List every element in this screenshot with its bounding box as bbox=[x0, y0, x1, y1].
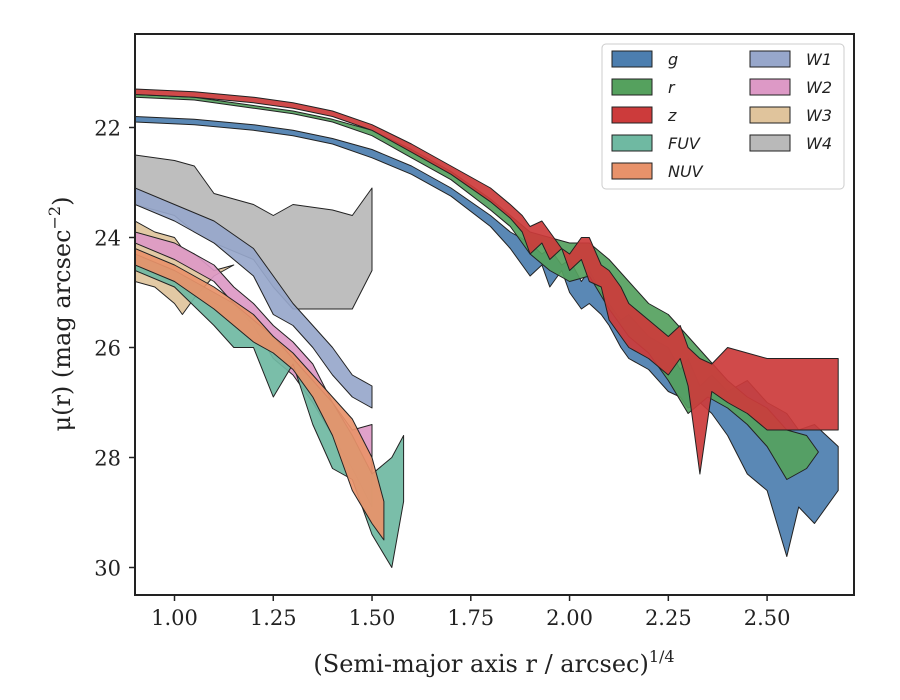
legend-label-z: z bbox=[667, 106, 677, 125]
y-axis-label-suffix: ) bbox=[48, 197, 76, 206]
y-tick-label: 22 bbox=[94, 117, 121, 141]
legend-label-w3: W3 bbox=[806, 106, 832, 125]
legend-swatch-g bbox=[611, 50, 653, 68]
y-tick-label: 28 bbox=[94, 447, 121, 471]
y-axis-label-text: μ(r) (mag arcsec bbox=[48, 229, 76, 431]
plot-frame bbox=[134, 33, 855, 596]
y-tick-label: 24 bbox=[94, 227, 121, 251]
x-axis-label: (Semi-major axis r / arcsec)1/4 bbox=[313, 647, 674, 678]
x-axis-ticks: 1.00 1.25 1.50 1.75 2.00 2.25 2.50 bbox=[151, 595, 790, 630]
x-tick-label: 2.25 bbox=[645, 606, 692, 630]
x-tick-label: 2.50 bbox=[744, 606, 791, 630]
legend-label-nuv: NUV bbox=[668, 162, 704, 181]
legend-swatch-w3 bbox=[749, 106, 791, 124]
legend-swatch-z bbox=[611, 106, 653, 124]
legend-swatch-w1 bbox=[749, 50, 791, 68]
y-tick-label: 26 bbox=[94, 337, 121, 361]
x-tick-label: 1.50 bbox=[349, 606, 396, 630]
x-tick-label: 2.00 bbox=[546, 606, 593, 630]
y-tick-label: 30 bbox=[94, 557, 121, 581]
x-axis-label-superscript: 1/4 bbox=[649, 647, 675, 666]
legend-swatch-fuv bbox=[611, 134, 653, 152]
y-axis-label-superscript: −2 bbox=[45, 206, 64, 230]
x-tick-label: 1.25 bbox=[250, 606, 297, 630]
legend-label-w2: W2 bbox=[806, 78, 832, 97]
legend-label-w4: W4 bbox=[806, 134, 832, 153]
legend-swatch-nuv bbox=[611, 162, 653, 180]
legend-label-g: g bbox=[668, 50, 678, 69]
legend-swatch-w2 bbox=[749, 78, 791, 96]
series-bands bbox=[135, 88, 839, 568]
legend-label-fuv: FUV bbox=[668, 134, 701, 153]
legend-swatch-r bbox=[611, 78, 653, 96]
x-axis-label-text: (Semi-major axis r / arcsec) bbox=[313, 650, 648, 678]
band-w1 bbox=[135, 187, 373, 409]
x-tick-label: 1.00 bbox=[151, 606, 198, 630]
y-axis-label: μ(r) (mag arcsec−2) bbox=[45, 197, 76, 432]
y-axis-ticks: 22 24 26 28 30 bbox=[94, 117, 135, 581]
legend-label-r: r bbox=[668, 78, 676, 97]
legend: grz FUV NUV W1 W2 W3 W4 bbox=[601, 43, 845, 190]
band-nuv bbox=[135, 248, 385, 541]
x-tick-label: 1.75 bbox=[447, 606, 494, 630]
legend-swatch-w4 bbox=[749, 134, 791, 152]
legend-label-w1: W1 bbox=[806, 50, 832, 69]
band-z bbox=[135, 88, 839, 475]
